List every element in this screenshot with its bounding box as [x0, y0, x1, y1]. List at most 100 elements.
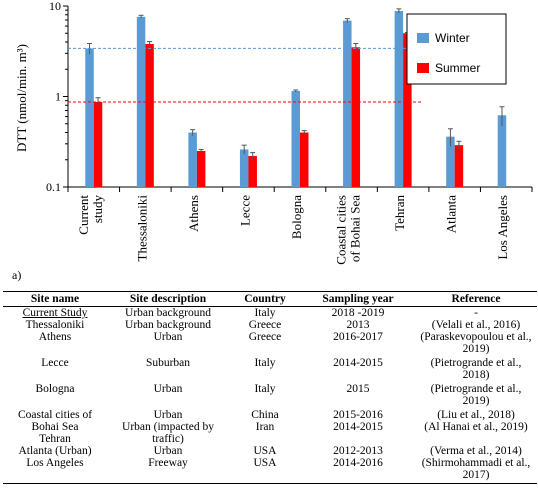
- bar-winter: [343, 20, 352, 188]
- cell-reference-text: (Al Hanai et al., 2019): [424, 421, 528, 433]
- bar-summer: [145, 44, 154, 187]
- dtt-bar-chart: 0.1 1 10 Current study Thessaloniki Athens Lecc…: [14, 0, 533, 265]
- cell-country: Italy: [229, 307, 301, 319]
- header-sampling-year: Sampling year: [301, 291, 415, 307]
- cell-reference-continued: 2019): [462, 343, 490, 355]
- table-row: Bohai Sea Urban (impacted by Iran 2014-2015…: [3, 421, 537, 433]
- cell-site-description-text: traffic): [152, 433, 184, 445]
- cell-sampling-year: [301, 433, 415, 445]
- cell-country: USA: [229, 445, 301, 457]
- bar-winter: [85, 48, 94, 188]
- cell-country: [229, 433, 301, 445]
- cell-site-description: Urban: [107, 445, 229, 457]
- cell-country-text: USA: [253, 457, 277, 469]
- cell-site-name: Lecce: [3, 357, 107, 383]
- y-tick-label: 10: [49, 0, 61, 13]
- legend-label-summer: Summer: [435, 61, 480, 75]
- cell-site-description-text: Suburban: [145, 357, 191, 369]
- table-row: Athens Urban Greece 2016-2017 (Paraskevopoul…: [3, 331, 537, 357]
- bar-winter: [188, 132, 197, 187]
- cell-country-text: China: [251, 409, 279, 421]
- cell-site-name-text: Tehran: [39, 433, 71, 445]
- x-tick-label: Athens: [186, 195, 201, 232]
- cell-site-description-text: Urban: [153, 445, 183, 457]
- cell-sampling-year-text: 2016-2017: [333, 331, 383, 343]
- table-row: Tehran traffic): [3, 433, 537, 445]
- cell-sampling-year-text: 2015: [346, 383, 370, 395]
- cell-site-description-text: Urban: [153, 331, 183, 343]
- bar-summer: [248, 156, 257, 187]
- cell-site-description-text: Urban background: [125, 307, 211, 319]
- header-site-name: Site name: [3, 291, 107, 307]
- cell-site-name-text: Lecce: [41, 357, 69, 369]
- panel-label: a): [12, 268, 22, 282]
- bar-winter: [394, 11, 404, 187]
- cell-site-description-text: Urban: [153, 409, 183, 421]
- cell-site-name-text: Bologna: [35, 383, 75, 395]
- cell-reference: (Shirmohammadi et al., 2017): [415, 457, 537, 484]
- cell-country-text: Greece: [248, 331, 282, 343]
- cell-site-name: Los Angeles: [3, 457, 107, 484]
- bar-winter: [239, 149, 249, 187]
- cell-sampling-year-text: 2015-2016: [333, 409, 383, 421]
- cell-site-name: Atlanta (Urban): [3, 445, 107, 457]
- cell-country-text: Italy: [254, 307, 276, 319]
- y-axis-label: DTT (nmol/min. m³): [14, 44, 29, 152]
- site-table: Site name Site description Country Sampl…: [3, 291, 537, 484]
- cell-site-name-text: Current Study: [22, 307, 88, 319]
- cell-site-description-text: Urban background: [125, 319, 211, 331]
- bar-summer: [93, 101, 103, 187]
- cell-country: Italy: [229, 383, 301, 409]
- cell-country-text: Iran: [255, 421, 275, 433]
- cell-reference-text: (Pietrogrande et al.,: [430, 383, 522, 395]
- cell-site-description: Urban: [107, 383, 229, 409]
- cell-site-name-text: Thessaloniki: [25, 319, 85, 331]
- cell-site-name-text: Atlanta (Urban): [18, 445, 92, 457]
- table-row: Los Angeles Freeway USA 2014-2016 (Shirmoham…: [3, 457, 537, 484]
- x-tick-label: Bologna: [289, 195, 304, 239]
- x-tick-label: Atlanta: [444, 195, 459, 233]
- cell-sampling-year: 2014-2015: [301, 357, 415, 383]
- cell-site-description: Freeway: [107, 457, 229, 484]
- cell-sampling-year: 2014-2015: [301, 421, 415, 433]
- cell-site-name-text: Los Angeles: [26, 457, 84, 469]
- cell-sampling-year: 2015-2016: [301, 409, 415, 421]
- cell-reference-text: (Liu et al., 2018): [437, 409, 515, 421]
- cell-site-name: Bohai Sea: [3, 421, 107, 433]
- cell-reference: (Al Hanai et al., 2019): [415, 421, 537, 433]
- cell-site-name: Bologna: [3, 383, 107, 409]
- cell-site-description: Suburban: [107, 357, 229, 383]
- cell-sampling-year: 2016-2017: [301, 331, 415, 357]
- bar-summer: [454, 145, 464, 187]
- bar-summer: [196, 150, 206, 187]
- cell-site-name-text: Bohai Sea: [31, 421, 79, 433]
- bar-summer: [300, 132, 309, 187]
- cell-site-description-text: Urban: [153, 383, 183, 395]
- table-row: Coastal cities of Urban China 2015-2016 (Liu…: [3, 409, 537, 421]
- x-tick-label: Tehran: [392, 195, 407, 231]
- cell-sampling-year-text: 2014-2016: [333, 457, 383, 469]
- x-tick-label: Coastal cities: [334, 195, 349, 265]
- table-row: Thessaloniki Urban background Greece 2013 (V…: [3, 319, 537, 331]
- cell-reference-text: (Shirmohammadi et al.,: [421, 457, 531, 469]
- cell-site-name-text: Coastal cities of: [17, 409, 93, 421]
- cell-site-description: Urban background: [107, 319, 229, 331]
- cell-sampling-year: 2018 -2019: [301, 307, 415, 319]
- cell-site-name: Tehran: [3, 433, 107, 445]
- x-tick-label: Los Angeles: [495, 195, 510, 260]
- cell-reference-text: -: [474, 307, 478, 319]
- cell-reference-continued: 2019): [462, 395, 490, 407]
- cell-reference: -: [415, 307, 537, 319]
- cell-country-text: USA: [253, 445, 277, 457]
- legend-swatch-summer: [417, 63, 429, 73]
- cell-sampling-year: 2012-2013: [301, 445, 415, 457]
- table-row: Bologna Urban Italy 2015 (Pietrogrande et al…: [3, 383, 537, 409]
- cell-reference: (Verma et al., 2014): [415, 445, 537, 457]
- plot-area: 0.1 1 10 Current study Thessaloniki Athens Lecc…: [46, 0, 533, 265]
- cell-site-description: Urban: [107, 409, 229, 421]
- cell-site-description-text: Urban (impacted by: [122, 421, 214, 433]
- cell-country: Iran: [229, 421, 301, 433]
- table-row: Atlanta (Urban) Urban USA 2012-2013 (Verma e…: [3, 445, 537, 457]
- x-tick-label: Lecce: [237, 195, 252, 226]
- bar-summer: [351, 47, 361, 187]
